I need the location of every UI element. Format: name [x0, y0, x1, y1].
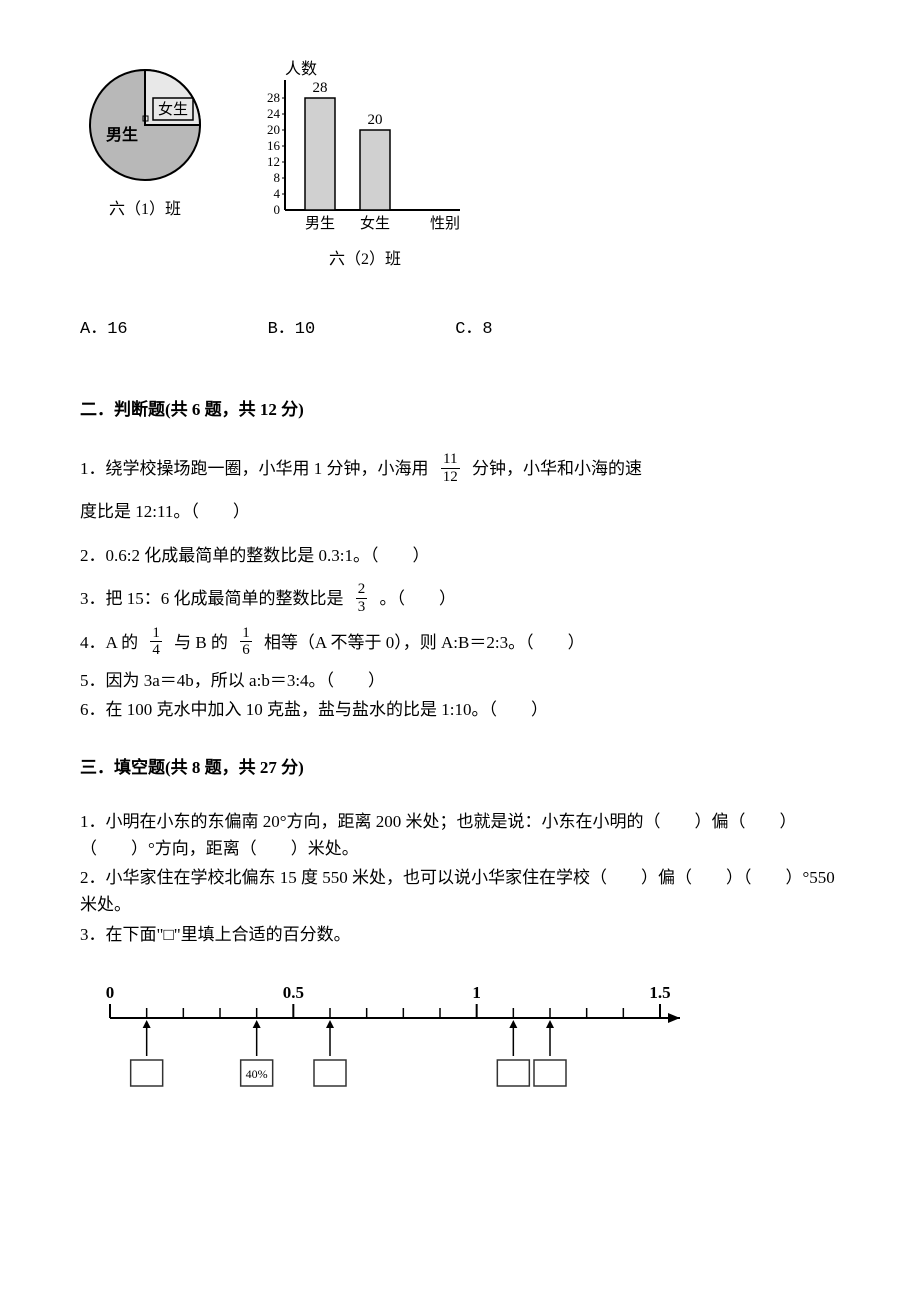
svg-text:8: 8 [274, 170, 281, 185]
svg-text:0: 0 [274, 202, 281, 217]
section2-q3: 3．把 15：6 化成最简单的整数比是 2 3 。（ ） [80, 580, 840, 617]
section2-q5: 5．因为 3a＝4b，所以 a:b＝3:4。（ ） [80, 667, 840, 694]
pie-label-boy: 男生 [106, 125, 138, 144]
option-c: C．8 [455, 315, 492, 346]
section2-q1: 1．绕学校操场跑一圈，小华用 1 分钟，小海用 11 12 分钟，小华和小海的速 [80, 450, 840, 487]
option-b: B．10 [268, 315, 316, 346]
svg-text:28: 28 [267, 90, 280, 105]
bar-value-girl: 20 [368, 112, 383, 128]
section2-q4: 4．A 的 1 4 与 B 的 1 6 相等（A 不等于 0），则 A:B＝2:… [80, 624, 840, 661]
section2-q1-cont: 度比是 12:11。（ ） [80, 493, 840, 530]
svg-text:1: 1 [472, 983, 481, 1002]
svg-text:16: 16 [267, 138, 281, 153]
bar-value-boy: 28 [313, 80, 328, 96]
options-row: A．16 B．10 C．8 [80, 315, 840, 346]
svg-text:1.5: 1.5 [649, 983, 670, 1002]
fraction-2-3: 2 3 [356, 581, 368, 615]
option-a: A．16 [80, 315, 128, 346]
pie-chart: 女生 男生 [80, 60, 210, 190]
section3-q3: 3．在下面"□"里填上合适的百分数。 [80, 921, 840, 948]
charts-row: 女生 男生 六（1）班 人数 0 4 8 12 16 20 24 [80, 60, 840, 275]
fraction-1-4: 1 4 [150, 625, 162, 659]
svg-text:20: 20 [267, 122, 280, 137]
number-line-block: 0 0.5 1 1.5 40% [80, 978, 840, 1119]
section3-title: 三．填空题(共 8 题，共 27 分) [80, 753, 840, 784]
pie-label-girl: 女生 [158, 100, 188, 118]
pie-caption: 六（1）班 [109, 196, 181, 225]
fraction-11-12: 11 12 [441, 451, 460, 485]
svg-text:4: 4 [274, 186, 281, 201]
number-line: 0 0.5 1 1.5 40% [80, 978, 700, 1108]
pie-chart-block: 女生 男生 六（1）班 [80, 60, 210, 225]
section3-q1: 1．小明在小东的东偏南 20°方向，距离 200 米处；也就是说：小东在小明的（… [80, 808, 840, 862]
bar-x-title: 性别 [430, 215, 460, 232]
section3-q2: 2．小华家住在学校北偏东 15 度 550 米处，也可以说小华家住在学校（ ）偏… [80, 864, 840, 918]
section2-title: 二．判断题(共 6 题，共 12 分) [80, 395, 840, 426]
svg-text:40%: 40% [246, 1067, 268, 1081]
bar-y-ticks: 0 4 8 12 16 20 24 28 [267, 90, 285, 217]
bar-chart: 人数 0 4 8 12 16 20 24 28 28 [250, 60, 480, 240]
bar-girl [360, 130, 390, 210]
svg-text:0.5: 0.5 [283, 983, 304, 1002]
bar-boy [305, 98, 335, 210]
svg-text:12: 12 [267, 154, 280, 169]
bar-y-title: 人数 [285, 60, 317, 78]
section2-q6: 6．在 100 克水中加入 10 克盐，盐与盐水的比是 1:10。（ ） [80, 696, 840, 723]
section2-q2: 2．0.6:2 化成最简单的整数比是 0.3:1。（ ） [80, 537, 840, 574]
svg-text:24: 24 [267, 106, 281, 121]
fraction-1-6: 1 6 [240, 625, 252, 659]
bar-cat-girl: 女生 [360, 214, 390, 232]
svg-text:0: 0 [106, 983, 115, 1002]
bar-chart-block: 人数 0 4 8 12 16 20 24 28 28 [250, 60, 480, 275]
bar-caption: 六（2）班 [329, 246, 401, 275]
bar-cat-boy: 男生 [305, 215, 335, 232]
